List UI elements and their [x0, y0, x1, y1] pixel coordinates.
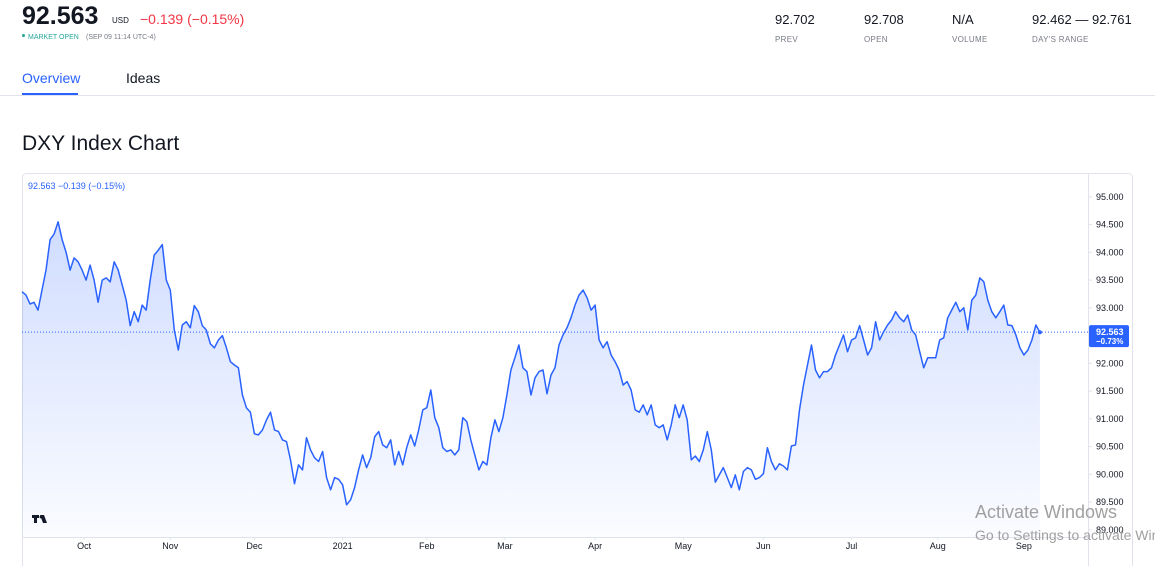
watermark: Activate Windows [975, 502, 1118, 522]
y-tick-label: 91.500 [1096, 386, 1124, 396]
x-tick-label: Mar [497, 541, 513, 551]
y-tick-label: 91.000 [1096, 414, 1124, 424]
price: 92.563 [22, 2, 99, 30]
tab-underline [22, 93, 78, 95]
y-tick-label: 93.500 [1096, 275, 1124, 285]
stat-value: 92.702 [775, 12, 815, 27]
stat-value: N/A [952, 12, 974, 27]
y-tick-label: 94.500 [1096, 220, 1124, 230]
x-tick-label: Sep [1016, 541, 1032, 551]
market-status: MARKET OPEN [28, 34, 79, 41]
y-tick-label: 90.500 [1096, 442, 1124, 452]
section-title: DXY Index Chart [22, 132, 180, 155]
y-tick-label: 95.000 [1096, 192, 1124, 202]
x-tick-label: Dec [246, 541, 263, 551]
currency: USD [112, 16, 129, 25]
x-tick-label: Oct [77, 541, 92, 551]
watermark: Go to Settings to activate Windows. [975, 527, 1155, 543]
x-tick-label: Jun [756, 541, 771, 551]
tab-ideas[interactable]: Ideas [126, 70, 161, 86]
stat-label: DAY'S RANGE [1032, 35, 1089, 44]
area-fill [22, 221, 1040, 538]
price-line [21, 221, 1041, 506]
last-price-label: 92.563 [1096, 327, 1124, 337]
price-change: −0.139 (−0.15%) [140, 11, 245, 27]
stat-label: PREV [775, 35, 798, 44]
stat-value: 92.708 [864, 12, 904, 27]
last-change-label: −0.73% [1096, 337, 1123, 346]
x-tick-label: 2021 [333, 541, 353, 551]
divider [0, 95, 1155, 96]
y-tick-label: 93.000 [1096, 303, 1124, 313]
status-dot [22, 34, 25, 37]
stat-label: VOLUME [952, 35, 988, 44]
market-time: (SEP 09 11:14 UTC-4) [86, 34, 156, 41]
y-tick-label: 89.000 [1096, 525, 1124, 535]
y-tick-label: 89.500 [1096, 497, 1124, 507]
last-price-box [1089, 325, 1129, 348]
tab-overview[interactable]: Overview [22, 70, 81, 86]
x-tick-label: Jul [846, 541, 858, 551]
x-tick-label: Apr [588, 541, 602, 551]
x-tick-label: Nov [162, 541, 179, 551]
x-tick-label: May [675, 541, 693, 551]
y-tick-label: 94.000 [1096, 247, 1124, 257]
stat-value: 92.462 — 92.761 [1032, 12, 1132, 27]
stat-label: OPEN [864, 35, 888, 44]
chart-legend: 92.563 −0.139 (−0.15%) [28, 181, 125, 191]
x-tick-label: Aug [930, 541, 946, 551]
y-tick-label: 90.000 [1096, 469, 1124, 479]
y-tick-label: 92.000 [1096, 358, 1124, 368]
x-tick-label: Feb [419, 541, 435, 551]
